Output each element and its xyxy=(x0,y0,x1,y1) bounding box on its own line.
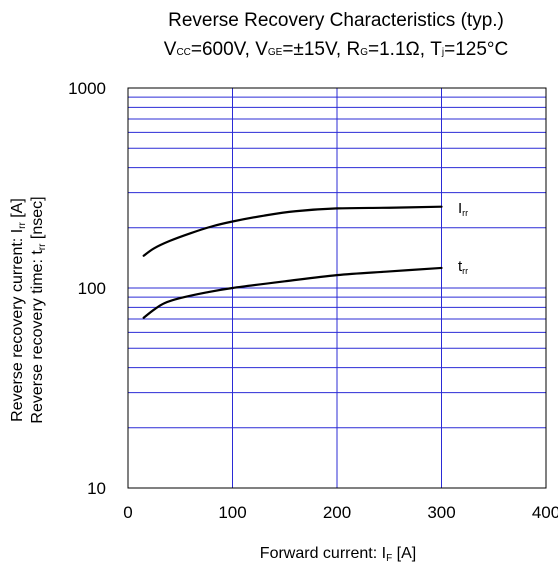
chart-subtitle: VCC=600V, VGE=±15V, RG=1.1Ω, Tj=125°C xyxy=(164,39,509,60)
x-tick-label: 0 xyxy=(123,503,132,522)
x-tick-label: 100 xyxy=(218,503,246,522)
plot-frame xyxy=(127,87,547,489)
subtitle-tj-sub: j xyxy=(441,47,444,58)
y-tick-label: 100 xyxy=(78,279,106,298)
subtitle-vcc-sub: CC xyxy=(176,47,190,58)
curves xyxy=(142,205,443,319)
subtitle-vge: V xyxy=(255,39,268,60)
subtitle-tj: T xyxy=(430,39,442,60)
subtitle-vge-val: =±15V, xyxy=(282,39,346,60)
grid xyxy=(128,88,546,488)
tick-labels: 0 100 200 300 400 10 100 1000 xyxy=(68,79,558,522)
x-axis-label: Forward current: IF [A] xyxy=(260,545,416,564)
subtitle-rg-val: =1.1Ω, xyxy=(368,39,430,60)
subtitle-rg-sub: G xyxy=(360,47,368,58)
y-axis-label-current: Reverse recovery current: Irr [A] xyxy=(9,198,28,422)
y-axis-label-time: Reverse recovery time: trr [nsec] xyxy=(29,196,48,423)
series-line-irr xyxy=(142,205,443,257)
series-label-irr: Irr xyxy=(458,200,468,218)
series-line-trr xyxy=(142,266,443,319)
subtitle-rg: R xyxy=(346,39,360,60)
subtitle-vcc-val: =600V, xyxy=(191,39,255,60)
subtitle-vcc: V xyxy=(164,39,177,60)
y-tick-label: 1000 xyxy=(68,79,106,98)
x-tick-label: 200 xyxy=(323,503,351,522)
series-label-trr: trr xyxy=(458,258,468,276)
subtitle-vge-sub: GE xyxy=(268,47,283,58)
x-tick-label: 300 xyxy=(427,503,455,522)
y-tick-label: 10 xyxy=(87,479,106,498)
chart-title: Reverse Recovery Characteristics (typ.) xyxy=(168,10,504,31)
x-tick-label: 400 xyxy=(532,503,558,522)
subtitle-tj-val: =125°C xyxy=(444,39,508,60)
